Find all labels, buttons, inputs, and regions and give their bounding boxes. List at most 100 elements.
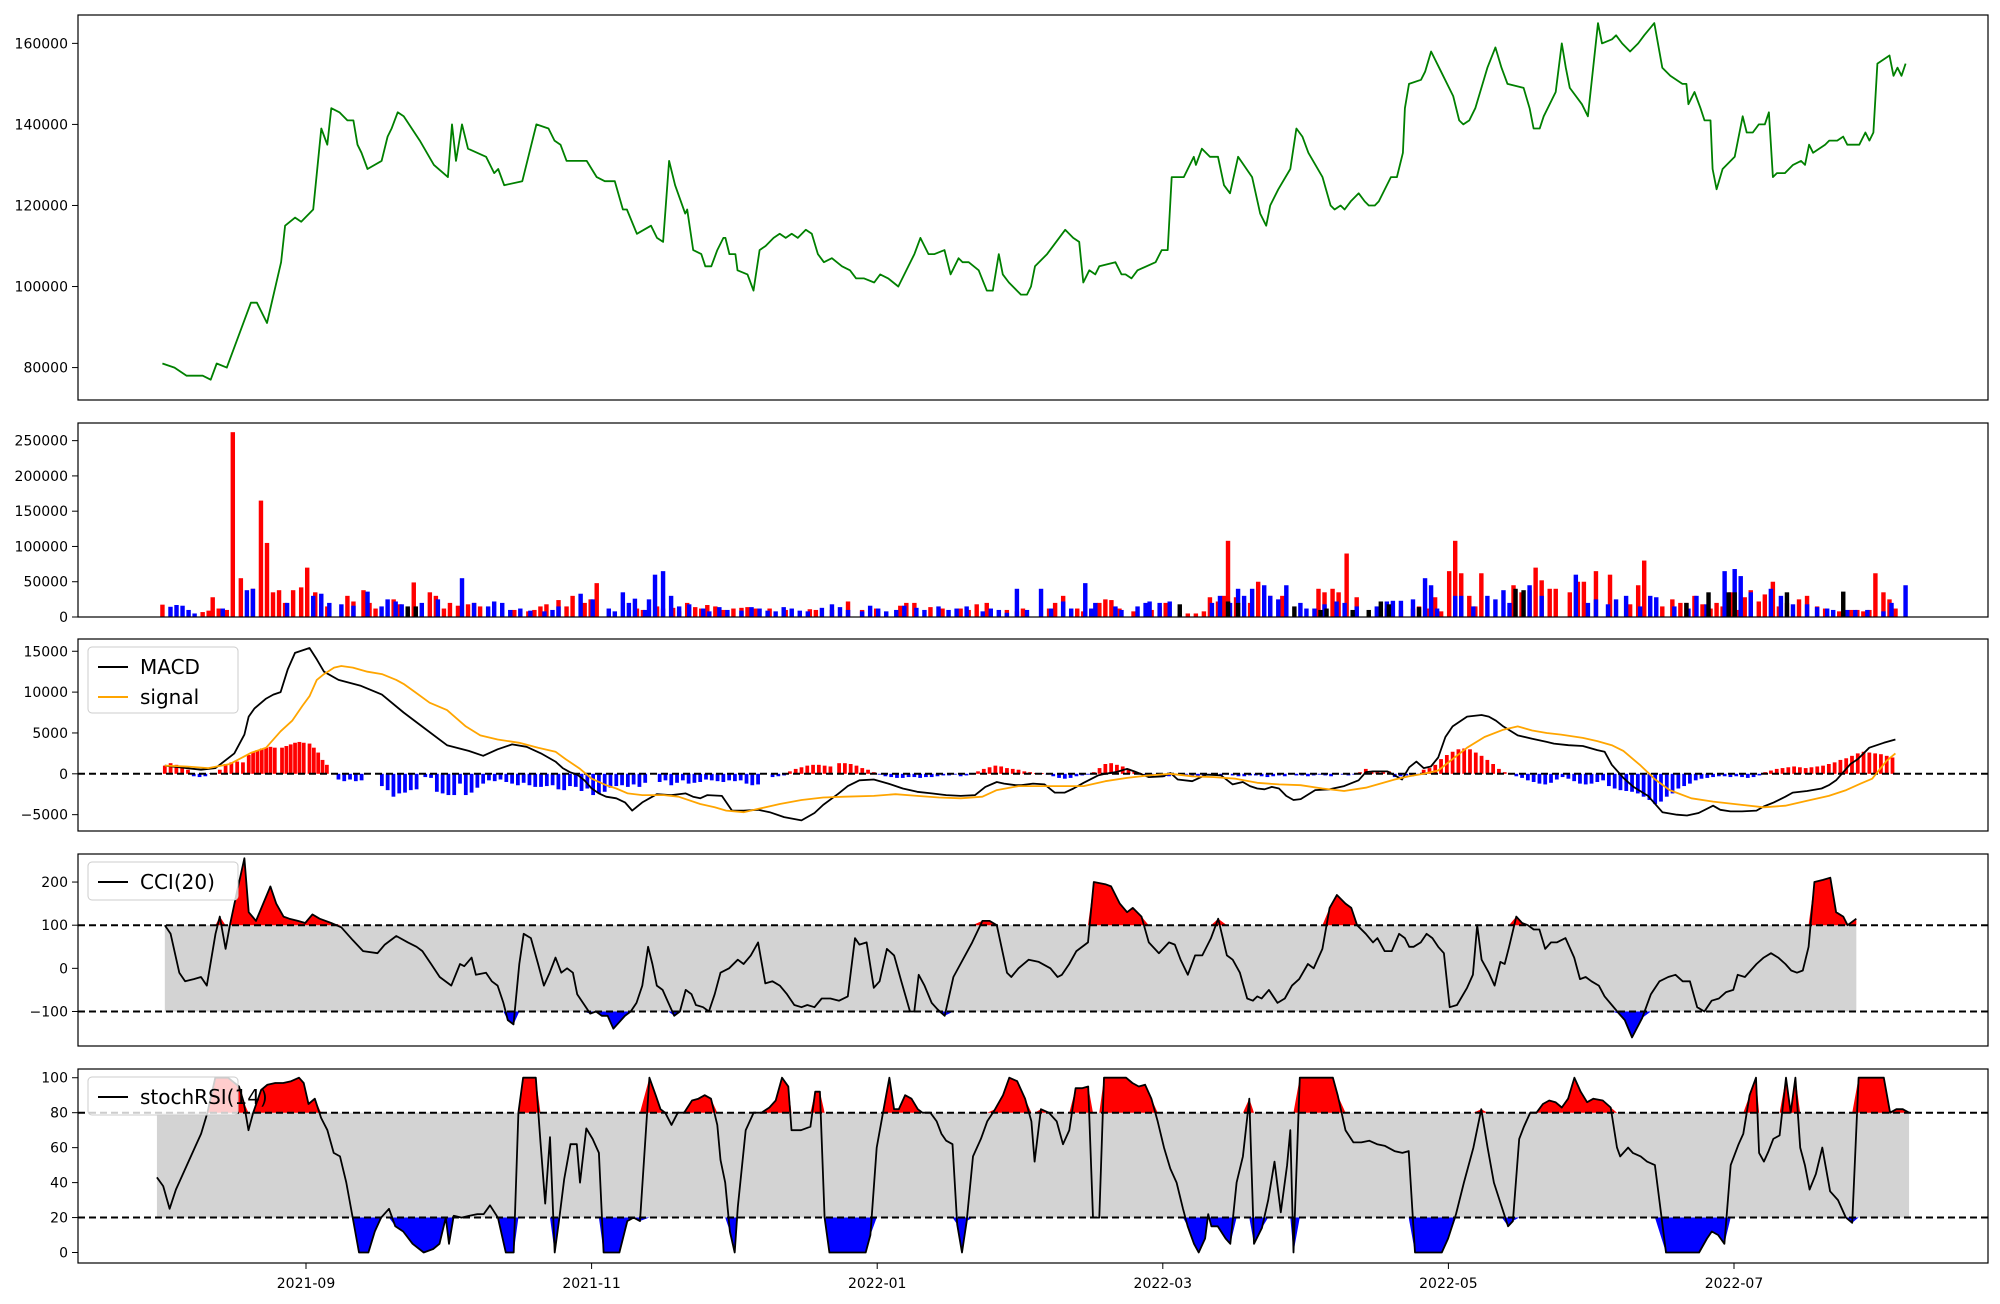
histogram-bar [1479, 755, 1484, 774]
histogram-bar [680, 773, 685, 781]
volume-bar [1276, 599, 1281, 617]
histogram-bar [1340, 773, 1345, 775]
histogram-bar [1711, 773, 1715, 778]
legend-label: CCI(20) [140, 870, 215, 894]
histogram-bar [1873, 753, 1878, 774]
volume-bar [1284, 585, 1289, 617]
volume-bar [1386, 604, 1392, 617]
histogram-bar [1728, 773, 1733, 778]
volume-bar [867, 605, 873, 617]
histogram-bar [246, 755, 251, 774]
y-tick-label: 80 [50, 1106, 68, 1122]
neutral-band [156, 1112, 1910, 1218]
volume-bar [200, 612, 205, 617]
volume-bar [922, 609, 927, 617]
volume-bar [781, 607, 786, 617]
histogram-bar [353, 773, 358, 782]
y-tick-label: 0 [59, 1246, 68, 1262]
volume-bar [1157, 602, 1162, 617]
histogram-bar [1005, 768, 1009, 774]
volume-bar [1268, 595, 1273, 617]
volume-bar [250, 588, 256, 617]
plot-area-stochrsi [78, 1076, 1988, 1254]
volume-bar [984, 602, 989, 617]
volume-bar [1014, 588, 1020, 617]
volume-bar [216, 608, 221, 617]
histogram-bar [1786, 767, 1791, 774]
histogram-bar [533, 773, 538, 787]
volume-bar [1103, 599, 1108, 617]
histogram-bar [1421, 769, 1426, 774]
y-tick-label: 40 [50, 1176, 68, 1192]
histogram-bar [414, 773, 419, 790]
histogram-bar [1236, 773, 1241, 777]
volume-bar [1678, 602, 1683, 617]
volume-bar [1312, 608, 1317, 617]
histogram-bar [1815, 766, 1820, 774]
histogram-bar [1242, 773, 1247, 777]
volume-bar [290, 590, 296, 617]
histogram-bar [229, 762, 234, 774]
legend-label: signal [140, 685, 199, 709]
histogram-bar [1867, 752, 1872, 774]
volume-bar [1479, 573, 1484, 617]
histogram-bar [429, 773, 433, 778]
volume-bar [160, 604, 165, 617]
series-line [162, 22, 1907, 381]
volume-bar [894, 609, 899, 617]
x-tick-label: 2021-11 [562, 1276, 621, 1292]
histogram-bar [1115, 764, 1119, 774]
volume-bar [1334, 601, 1339, 617]
histogram-bar [889, 773, 894, 778]
histogram-bar [1688, 773, 1692, 784]
panel-cci: −100 0 100 200 CCI(20) [30, 853, 1989, 1047]
volume-bar [1507, 602, 1512, 617]
volume-bar [1038, 588, 1044, 617]
volume-bar [276, 590, 282, 617]
histogram-bar [498, 773, 503, 780]
volume-bar [1068, 608, 1074, 617]
histogram-bar [1722, 773, 1727, 777]
volume-bar [210, 597, 215, 617]
volume-bar [1459, 573, 1464, 617]
histogram-bar [692, 773, 697, 783]
volume-bar [980, 611, 985, 617]
volume-bar [988, 608, 993, 617]
volume-bar [1378, 601, 1384, 617]
volume-bar [1726, 592, 1731, 617]
volume-bar [1131, 611, 1136, 617]
volume-bar [612, 611, 618, 617]
volume-bar [1738, 576, 1743, 617]
volume-bar [168, 606, 173, 617]
volume-bar [441, 608, 447, 617]
volume-bar [206, 610, 211, 617]
volume-bar [731, 608, 736, 617]
volume-bar [745, 607, 750, 617]
volume-bar [427, 592, 433, 617]
histogram-bar [663, 773, 668, 781]
volume-bar [1374, 606, 1380, 617]
histogram-bar [1601, 773, 1605, 781]
volume-bar [1298, 602, 1303, 617]
volume-bar [220, 608, 225, 617]
histogram-bar [264, 747, 268, 774]
histogram-bar [1554, 773, 1559, 780]
histogram-bar [579, 773, 584, 791]
series-line [164, 857, 1857, 1039]
volume-bar [1434, 608, 1440, 617]
histogram-bar [197, 773, 202, 778]
volume-bar [192, 613, 197, 617]
histogram-bar [1884, 755, 1889, 774]
neutral-band [164, 925, 1857, 1012]
histogram-bar [981, 768, 986, 774]
volume-bar [1366, 609, 1371, 617]
volume-bar [1778, 595, 1784, 617]
volume-bar [1567, 592, 1573, 617]
volume-bar [1432, 597, 1438, 617]
volume-bar [491, 601, 497, 617]
histogram-bar [1757, 773, 1762, 776]
histogram-bar [359, 773, 364, 781]
volume-bar [1706, 592, 1711, 617]
histogram-bar [379, 773, 384, 787]
volume-bar [1796, 599, 1802, 617]
